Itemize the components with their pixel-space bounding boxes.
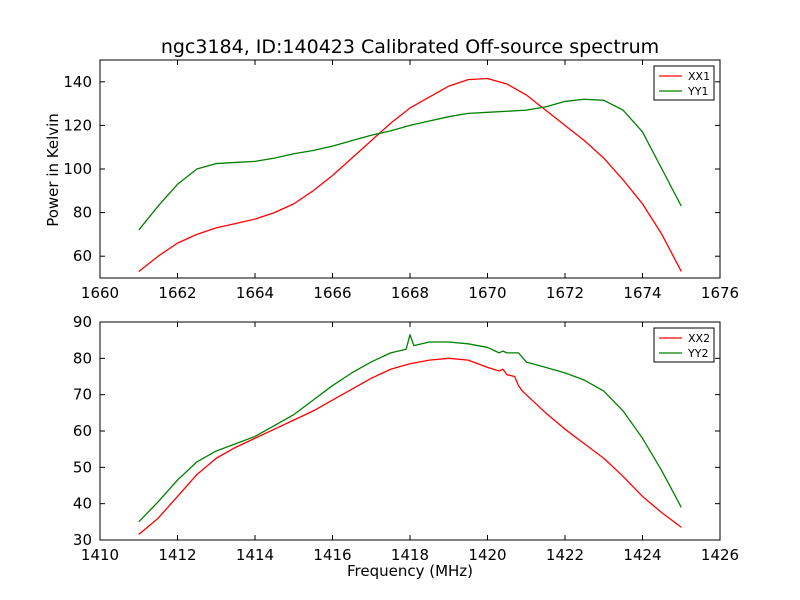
x-tick-label: 1414 xyxy=(236,546,274,564)
x-tick-label: 1668 xyxy=(391,284,429,302)
y-tick-label: 80 xyxy=(73,349,92,367)
x-tick-label: 1410 xyxy=(81,546,119,564)
series-line-yy1 xyxy=(138,98,682,231)
y-tick-label: 50 xyxy=(73,458,92,476)
x-tick-label: 1666 xyxy=(313,284,351,302)
legend-box xyxy=(653,65,715,101)
y-tick-label: 70 xyxy=(73,386,92,404)
legend-label: YY1 xyxy=(687,85,708,98)
x-tick-label: 1422 xyxy=(546,546,584,564)
top-plot: 1660 1662 1664 1666 1668 1670 1672 1674 1676 60 80… xyxy=(63,59,739,302)
bottom-plot: 1410 1412 1414 1416 1418 1420 1422 1424 1426 30 40… xyxy=(73,313,739,564)
legend-label: XX2 xyxy=(688,332,710,345)
x-tick-label: 1670 xyxy=(468,284,506,302)
x-tick-label: 1412 xyxy=(158,546,196,564)
x-tick-label: 1674 xyxy=(623,284,661,302)
chart-title: ngc3184, ID:140423 Calibrated Off-source… xyxy=(161,36,659,58)
y-tick-label: 90 xyxy=(73,313,92,331)
x-tick-label: 1676 xyxy=(701,284,739,302)
x-tick-label: 1672 xyxy=(546,284,584,302)
x-tick-label: 1660 xyxy=(81,284,119,302)
x-tick-label: 1424 xyxy=(623,546,661,564)
series-line-xx1 xyxy=(138,77,682,272)
y-tick-label: 40 xyxy=(73,495,92,513)
y-tick-label: 100 xyxy=(63,160,92,178)
y-tick-label: 120 xyxy=(63,116,92,134)
legend-box xyxy=(653,327,715,363)
series-line-yy2 xyxy=(138,334,682,523)
y-tick-label: 140 xyxy=(63,73,92,91)
x-tick-label: 1420 xyxy=(468,546,506,564)
x-tick-label: 1418 xyxy=(391,546,429,564)
y-tick-label: 60 xyxy=(73,247,92,265)
x-axis-label: Frequency (MHz) xyxy=(347,562,473,580)
legend-label: XX1 xyxy=(688,70,710,83)
x-tick-label: 1416 xyxy=(313,546,351,564)
y-tick-label: 30 xyxy=(73,531,92,549)
x-tick-label: 1426 xyxy=(701,546,739,564)
legend-label: YY2 xyxy=(687,347,708,360)
x-tick-label: 1662 xyxy=(158,284,196,302)
y-tick-label: 80 xyxy=(73,204,92,222)
series-line-xx2 xyxy=(138,357,682,536)
x-tick-label: 1664 xyxy=(236,284,274,302)
y-tick-label: 60 xyxy=(73,422,92,440)
y-axis-label: Power in Kelvin xyxy=(44,113,62,227)
